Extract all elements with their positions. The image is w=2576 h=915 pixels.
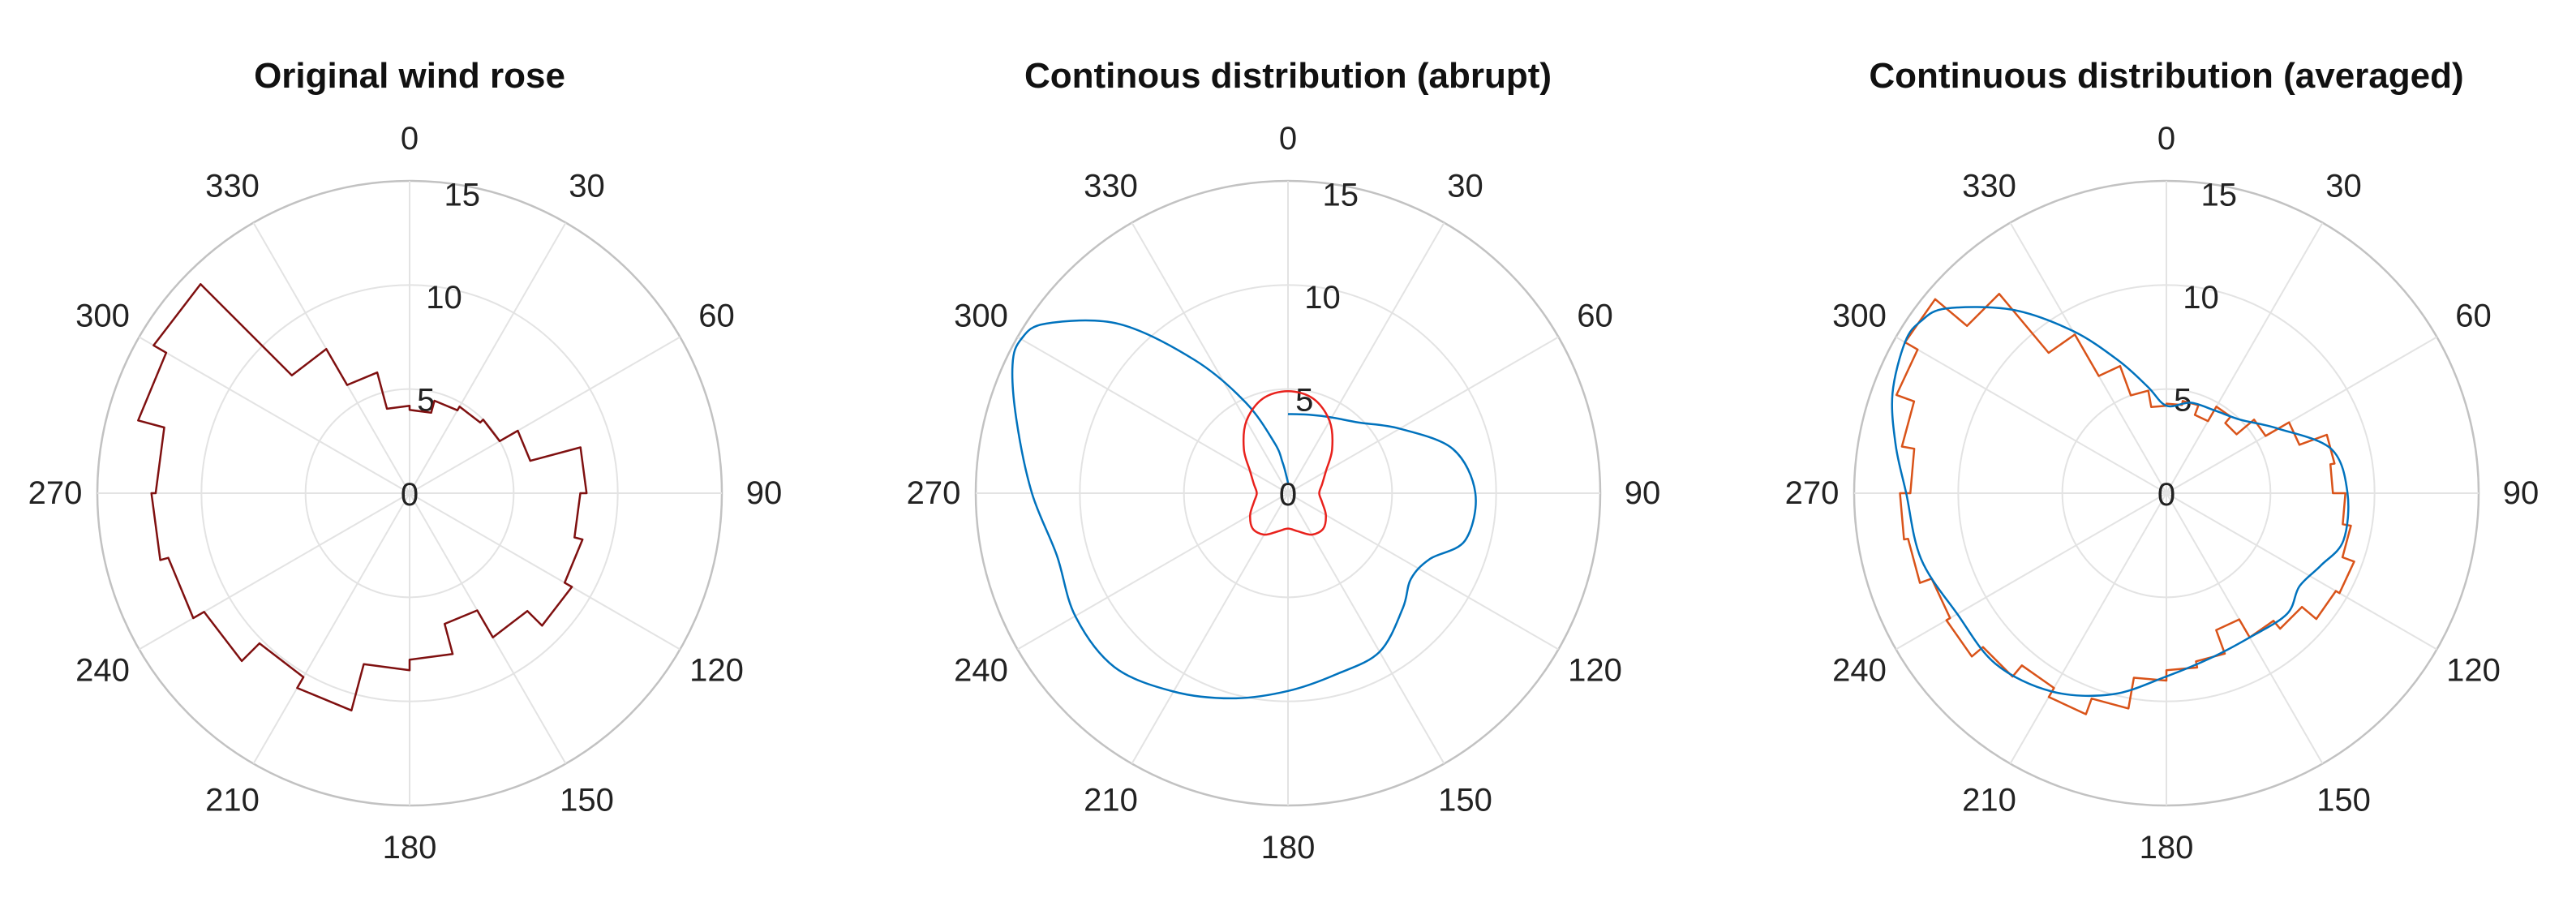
angle-tick-label: 30	[1447, 169, 1483, 204]
polar-chart-continuous-averaged: Continuous distribution (averaged) 0 30 60…	[1785, 56, 2540, 866]
polar-grid	[1853, 179, 2480, 807]
angle-tick-label: 120	[1568, 653, 1622, 689]
spoke-30	[2166, 222, 2324, 494]
angle-tick-label: 60	[1577, 299, 1613, 334]
angle-tick-label: 210	[1962, 782, 2016, 818]
angle-tick-label: 270	[1785, 475, 1840, 511]
angle-tick-label: 150	[560, 782, 614, 818]
angle-tick-label: 270	[28, 475, 83, 511]
angle-tick-label: 240	[1832, 653, 1887, 689]
spoke-240	[1017, 492, 1289, 651]
radial-tick-label: 5	[417, 382, 435, 418]
series-line-1	[1242, 389, 1334, 536]
angle-tick-label: 330	[1084, 169, 1138, 204]
polar-chart-continuous-abrupt: Continous distribution (abrupt) 0 30 60 90 1…	[907, 56, 1661, 866]
angle-tick-label: 180	[2140, 830, 2194, 866]
spoke-240	[139, 492, 410, 651]
series-line-0	[1895, 292, 2355, 715]
spoke-120	[409, 492, 680, 651]
angle-tick-label: 150	[1438, 782, 1492, 818]
angle-tick-label: 30	[569, 169, 605, 204]
spoke-240	[1896, 492, 2167, 651]
spoke-210	[1131, 492, 1289, 764]
spoke-300	[1017, 336, 1289, 494]
polar-chart-original-wind-rose: Original wind rose 030609012015018021024…	[28, 56, 783, 866]
angle-tick-label: 330	[1962, 169, 2016, 204]
spoke-30	[409, 222, 567, 494]
angle-tick-label: 300	[954, 299, 1008, 334]
spoke-120	[2166, 492, 2437, 651]
spoke-210	[2009, 492, 2167, 764]
series-line-0	[137, 283, 588, 712]
angle-tick-label: 330	[205, 169, 260, 204]
radial-tick-label: 0	[401, 477, 419, 513]
angle-tick-label: 150	[2316, 782, 2371, 818]
chart-title: Continous distribution (abrupt)	[1024, 56, 1552, 96]
angle-tick-label: 300	[1832, 299, 1887, 334]
angle-tick-label: 120	[2446, 653, 2501, 689]
angle-tick-label: 180	[1261, 830, 1316, 866]
series-line-1	[1891, 306, 2350, 698]
radial-tick-label: 5	[1295, 382, 1313, 418]
radial-tick-label: 10	[2183, 280, 2219, 316]
radial-tick-label: 10	[1304, 280, 1341, 316]
spoke-60	[1287, 336, 1559, 494]
spoke-150	[1287, 492, 1445, 764]
angle-tick-label: 240	[954, 653, 1008, 689]
angle-tick-label: 210	[1084, 782, 1138, 818]
radial-tick-label: 15	[2201, 178, 2238, 213]
radial-tick-label: 10	[426, 280, 462, 316]
angle-tick-label: 90	[1625, 475, 1661, 511]
spoke-300	[139, 336, 410, 494]
angle-tick-label: 60	[698, 299, 735, 334]
angle-tick-label: 90	[2503, 475, 2540, 511]
spoke-330	[1131, 222, 1289, 494]
chart-title: Original wind rose	[254, 56, 565, 96]
angle-tick-label: 0	[1279, 121, 1297, 157]
polar-grid	[974, 179, 1602, 807]
spoke-60	[2166, 336, 2437, 494]
angle-tick-label: 180	[383, 830, 437, 866]
angle-tick-label: 120	[689, 653, 744, 689]
polar-grid	[96, 179, 723, 807]
angle-tick-label: 90	[746, 475, 783, 511]
angle-tick-label: 60	[2455, 299, 2492, 334]
spoke-120	[1287, 492, 1559, 651]
angle-tick-label: 0	[2157, 121, 2175, 157]
angle-tick-label: 300	[75, 299, 130, 334]
angle-tick-label: 0	[401, 121, 419, 157]
angle-tick-label: 240	[75, 653, 130, 689]
spoke-210	[252, 492, 410, 764]
angle-tick-label: 210	[205, 782, 260, 818]
radial-tick-label: 15	[444, 178, 481, 213]
angle-tick-label: 270	[907, 475, 961, 511]
spoke-60	[409, 336, 680, 494]
angle-tick-label: 30	[2325, 169, 2362, 204]
chart-title: Continuous distribution (averaged)	[1869, 56, 2463, 96]
spoke-30	[1287, 222, 1445, 494]
series-line-0	[1011, 319, 1477, 700]
radial-tick-label: 15	[1323, 178, 1359, 213]
radial-tick-label: 0	[2157, 477, 2175, 513]
spoke-300	[1896, 336, 2167, 494]
radial-tick-label: 0	[1279, 477, 1297, 513]
